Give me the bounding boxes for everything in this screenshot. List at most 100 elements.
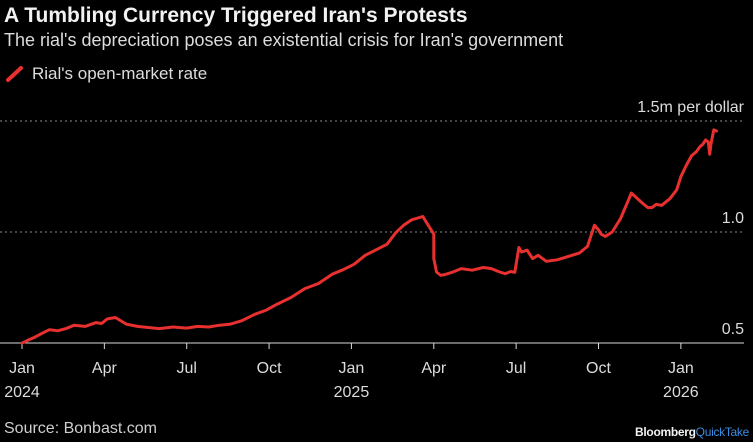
data-point xyxy=(660,204,663,207)
data-point xyxy=(240,320,243,322)
x-tick-year-label: 2026 xyxy=(663,384,699,401)
data-point xyxy=(290,296,292,299)
data-point xyxy=(669,197,671,200)
source-note: Source: Bonbast.com xyxy=(4,420,157,437)
data-point xyxy=(604,235,607,238)
chart-subtitle: The rial's depreciation poses an existen… xyxy=(4,30,564,50)
data-point xyxy=(432,257,435,260)
x-tick-label: Apr xyxy=(421,360,447,377)
x-tick-label: Jan xyxy=(9,360,35,377)
x-tick-year-label: 2025 xyxy=(334,384,370,401)
data-point xyxy=(207,326,210,328)
series-line-rial-rate xyxy=(20,128,718,345)
brand-product: QuickTake xyxy=(695,425,750,439)
data-point xyxy=(196,325,199,328)
data-point xyxy=(619,217,622,220)
data-point xyxy=(303,287,306,290)
data-point xyxy=(699,145,701,148)
x-tick-label: Jan xyxy=(339,360,365,377)
data-point xyxy=(520,251,523,253)
data-point xyxy=(647,206,649,209)
data-point xyxy=(675,189,678,191)
y-tick-label: 1.0 xyxy=(722,210,744,227)
data-point xyxy=(342,268,344,271)
y-tick-label: 1.5m per dollar xyxy=(637,99,744,116)
data-point xyxy=(531,257,534,260)
data-point xyxy=(48,328,51,331)
data-point xyxy=(641,202,644,204)
x-tick-label: Jan xyxy=(668,360,694,377)
data-point xyxy=(21,342,23,344)
data-point xyxy=(229,323,232,325)
data-point xyxy=(56,329,59,332)
x-tick-label: Oct xyxy=(257,360,282,377)
data-point xyxy=(375,248,377,251)
data-point xyxy=(710,142,712,144)
data-point xyxy=(65,327,67,330)
data-point xyxy=(185,327,188,329)
data-point xyxy=(498,271,501,273)
legend-swatch-icon xyxy=(6,66,23,82)
data-point xyxy=(630,192,633,194)
data-point xyxy=(691,154,693,157)
data-point xyxy=(578,252,581,254)
data-point xyxy=(593,224,596,227)
data-point xyxy=(317,282,320,285)
data-point xyxy=(106,318,108,320)
data-point xyxy=(704,139,707,141)
data-point xyxy=(600,233,603,236)
data-point xyxy=(402,224,405,227)
data-point xyxy=(147,326,150,329)
data-point xyxy=(586,245,589,248)
data-point xyxy=(254,313,257,315)
x-tick-label: Jul xyxy=(506,360,526,377)
data-point xyxy=(490,267,493,270)
x-tick-label: Jul xyxy=(176,360,196,377)
data-point xyxy=(37,334,40,337)
data-point xyxy=(526,249,528,252)
data-point xyxy=(685,164,688,167)
data-point xyxy=(509,270,512,273)
data-point xyxy=(28,338,30,341)
data-point xyxy=(471,269,474,271)
data-point xyxy=(680,175,682,178)
legend: Rial's open-market rate xyxy=(6,64,207,84)
data-point xyxy=(702,143,704,146)
data-point xyxy=(95,321,97,324)
chart-title: A Tumbling Currency Triggered Iran's Pro… xyxy=(4,4,468,27)
legend-label: Rial's open-market rate xyxy=(32,64,208,83)
x-tick-year-label: 2024 xyxy=(4,384,40,401)
data-point xyxy=(218,324,221,327)
data-point xyxy=(707,141,710,143)
data-point xyxy=(715,130,718,132)
data-point xyxy=(435,271,438,273)
data-point xyxy=(439,274,442,277)
data-point xyxy=(655,203,657,206)
data-point xyxy=(708,153,711,156)
data-point xyxy=(136,325,139,328)
y-tick-label: 0.5 xyxy=(722,321,744,338)
data-point xyxy=(394,232,397,234)
data-point xyxy=(611,231,614,233)
data-point xyxy=(172,326,174,328)
data-point xyxy=(597,228,600,231)
data-point xyxy=(422,215,424,218)
data-point xyxy=(84,325,86,328)
data-point xyxy=(504,272,506,275)
series-points xyxy=(21,129,718,344)
data-point xyxy=(158,327,161,330)
data-point xyxy=(331,273,334,275)
x-tick-label: Apr xyxy=(92,360,118,377)
data-point xyxy=(545,260,548,263)
data-point xyxy=(537,254,539,257)
data-point xyxy=(276,303,279,305)
x-tick-label: Oct xyxy=(586,360,611,377)
data-point xyxy=(100,322,103,325)
data-point xyxy=(364,254,366,257)
data-point xyxy=(411,218,413,221)
data-point xyxy=(567,255,570,258)
data-point xyxy=(513,271,516,274)
data-point xyxy=(114,316,117,319)
data-point xyxy=(556,258,559,261)
brand-logo: BloombergQuickTake xyxy=(635,425,749,439)
